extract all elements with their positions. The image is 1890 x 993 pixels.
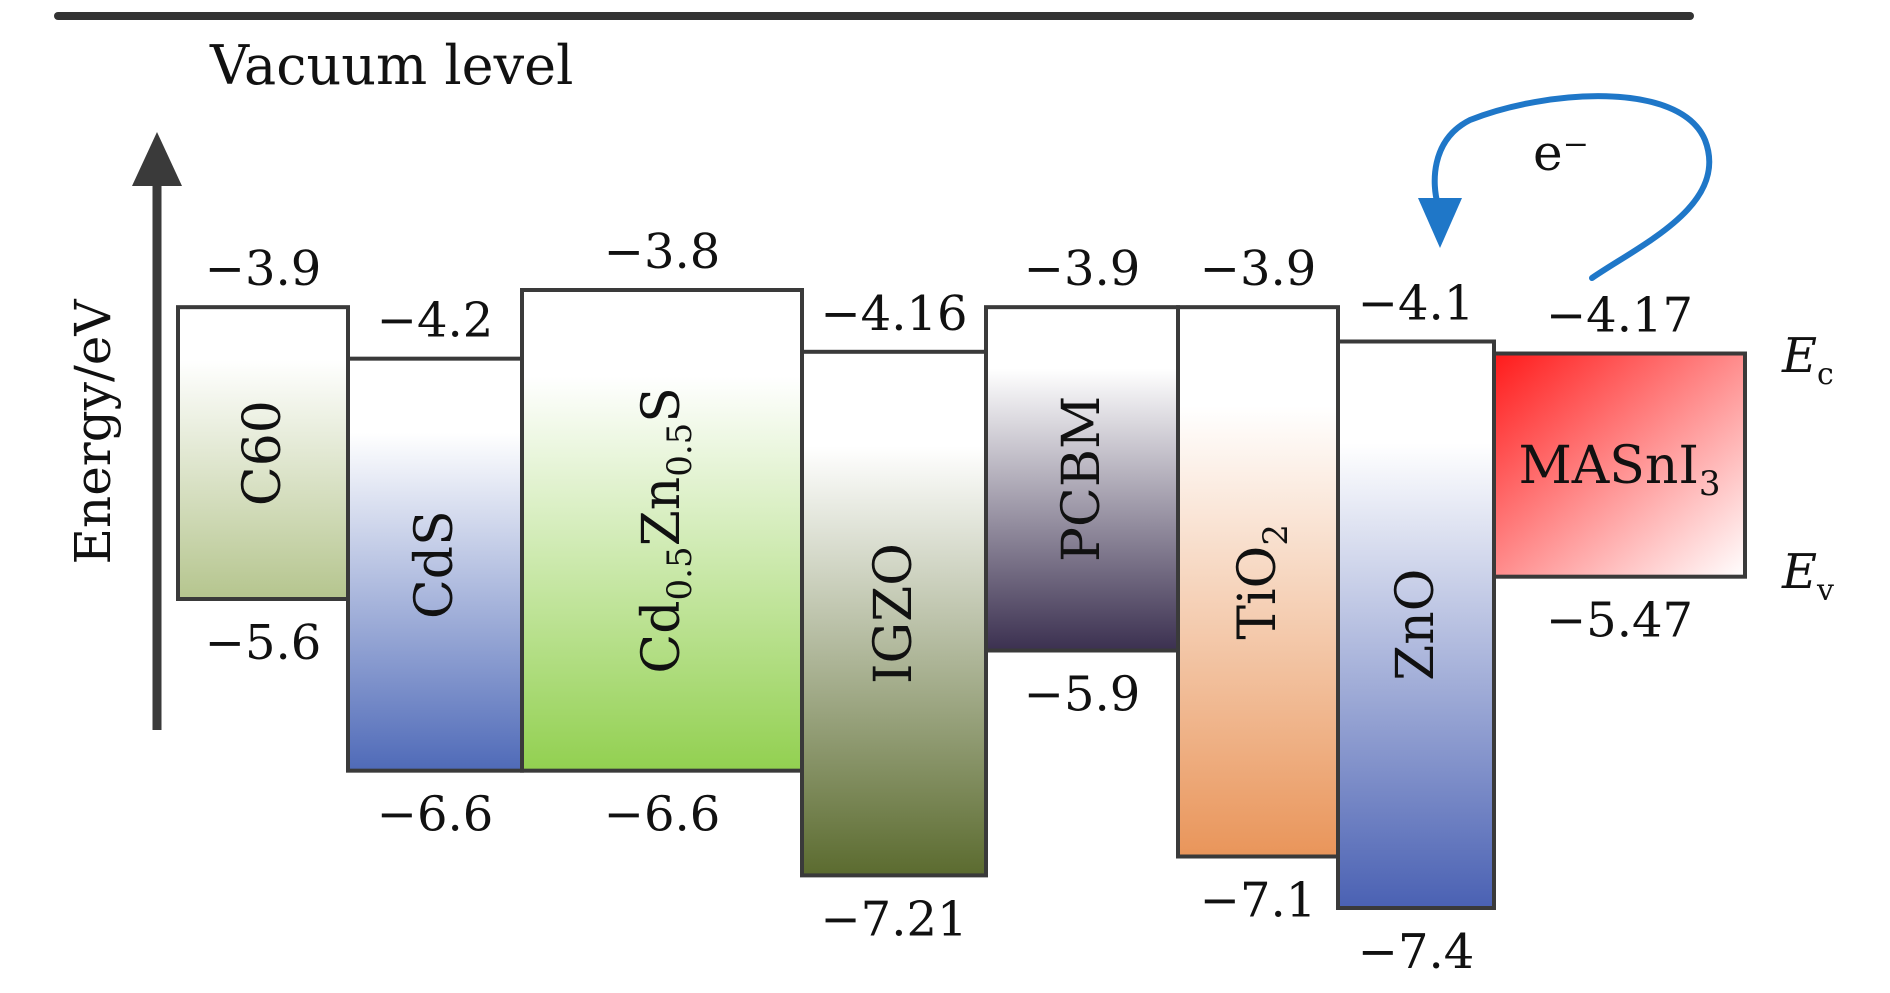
material-label-tio2: TiO2: [1228, 524, 1296, 640]
vb-value-cds: −6.6: [377, 787, 494, 843]
material-label-cds: CdS: [405, 510, 465, 619]
cb-value-zno: −4.1: [1358, 276, 1475, 332]
material-label-zno: ZnO: [1386, 569, 1446, 681]
vacuum-level-label: Vacuum level: [209, 34, 573, 97]
bands-layer: C60 CdS Cd0.5Zn0.5S IGZO PCBM TiO2 ZnO MASnI3: [176, 288, 1747, 910]
cb-value-cd0-5zn0-5s: −3.8: [604, 224, 721, 280]
band-tio2: [1176, 305, 1340, 859]
cb-value-pcbm: −3.9: [1024, 241, 1141, 297]
vb-value-cd0-5zn0-5s: −6.6: [604, 787, 721, 843]
cb-value-masni3: −4.17: [1546, 288, 1693, 344]
vb-value-tio2: −7.1: [1200, 873, 1317, 929]
band-cd0-5zn0-5s: [520, 288, 804, 773]
band-cds: [346, 356, 524, 773]
cb-value-igzo: −4.16: [820, 286, 967, 342]
band-c60: [176, 305, 350, 601]
band-zno: [1336, 339, 1496, 910]
cb-value-tio2: −3.9: [1200, 241, 1317, 297]
material-label-igzo: IGZO: [864, 543, 924, 684]
band-igzo: [800, 349, 988, 878]
y-axis-label: Energy/eV: [64, 299, 122, 565]
valence-band-label: Ev: [1781, 544, 1834, 608]
electron-label: e⁻: [1533, 124, 1589, 182]
vb-value-masni3: −5.47: [1546, 593, 1693, 649]
vb-value-pcbm: −5.9: [1024, 667, 1141, 723]
energy-axis-arrowhead: [132, 132, 182, 186]
vb-value-zno: −7.4: [1358, 924, 1475, 980]
material-label-c60: C60: [233, 400, 293, 506]
cb-value-c60: −3.9: [205, 241, 322, 297]
band-masni3: [1492, 351, 1747, 579]
material-label-masni3: MASnI3: [1518, 436, 1720, 504]
material-label-pcbm: PCBM: [1052, 396, 1112, 562]
cb-value-cds: −4.2: [377, 293, 494, 349]
electron-arrowhead: [1418, 198, 1462, 248]
vb-value-igzo: −7.21: [820, 891, 967, 947]
vb-value-c60: −5.6: [205, 615, 322, 671]
electron-transfer-arrow: [1431, 93, 1713, 281]
conduction-band-label: Ec: [1781, 328, 1834, 392]
value-labels-layer: −3.9 −5.6 −4.2 −6.6 −3.8 −6.6 −4.16 −7.21 −3.9 −5…: [205, 224, 1693, 980]
material-label-cd0-5zn0-5s: Cd0.5Zn0.5S: [632, 387, 700, 673]
